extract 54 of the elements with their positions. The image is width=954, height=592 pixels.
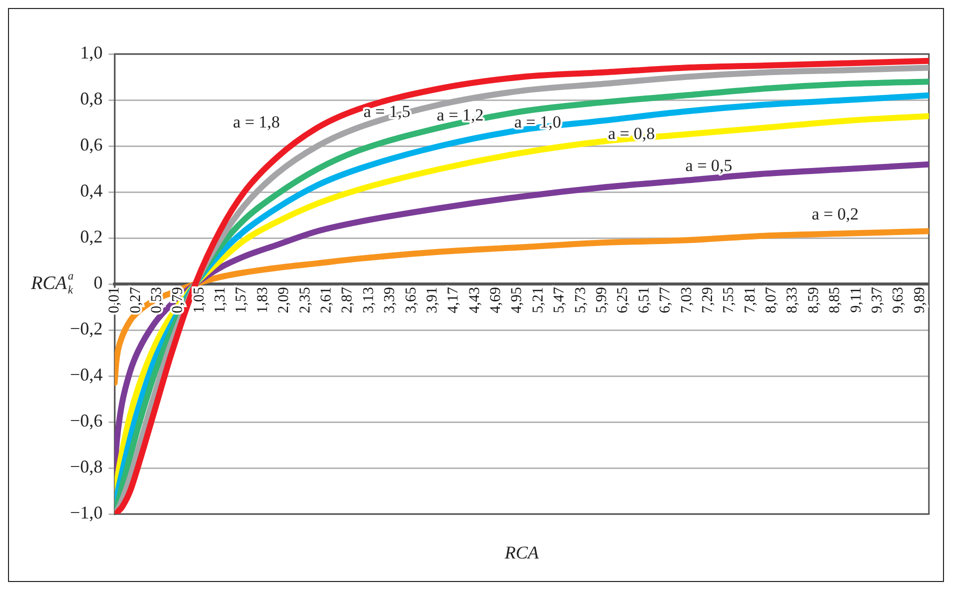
x-tick-label: 3,91 <box>424 287 440 314</box>
x-axis-title: RCA <box>504 542 540 563</box>
x-tick-label: 9,37 <box>869 286 886 314</box>
x-tick-label: 8,07 <box>764 286 780 314</box>
x-tick-label: 1,31 <box>212 287 229 314</box>
x-tick-label: 9,63 <box>890 287 907 314</box>
x-tick-label: 5,21 <box>530 287 546 314</box>
series-label: a = 0,5 <box>685 156 732 176</box>
x-tick-label: 4,43 <box>466 287 483 314</box>
x-tick-label: 1,57 <box>234 286 250 314</box>
series-label: a = 0,2 <box>812 204 859 224</box>
x-tick-label: 0,79 <box>170 287 186 314</box>
x-tick-label: 5,99 <box>594 287 610 314</box>
x-tick-label: 7,03 <box>678 287 695 314</box>
x-tick-label: 9,11 <box>848 287 864 313</box>
y-tick-label: −0,6 <box>70 410 103 431</box>
y-tick-label: 0,2 <box>80 226 103 247</box>
x-tick-label: 3,65 <box>403 287 420 314</box>
x-tick-label: 0,01 <box>106 287 123 314</box>
x-tick-label: 1,05 <box>191 287 208 314</box>
y-tick-label: 0,4 <box>80 180 103 201</box>
x-tick-label: 2,09 <box>276 287 292 314</box>
x-tick-label: 6,25 <box>615 287 632 314</box>
y-tick-label: −0,4 <box>70 364 103 385</box>
x-tick-label: 2,87 <box>340 286 356 314</box>
series-label: a = 1,8 <box>233 112 280 132</box>
x-tick-label: 2,35 <box>297 287 314 314</box>
x-tick-label: 3,39 <box>382 287 398 314</box>
y-tick-label: −0,2 <box>70 318 103 339</box>
x-tick-label: 0,53 <box>148 287 165 314</box>
x-tick-label: 4,95 <box>509 287 526 314</box>
x-tick-label: 8,33 <box>784 287 801 314</box>
x-tick-label: 6,77 <box>658 286 674 314</box>
x-tick-label: 3,13 <box>360 287 377 314</box>
y-tick-label: 0 <box>94 272 103 293</box>
x-tick-label: 2,61 <box>318 287 335 314</box>
x-tick-label: 4,69 <box>488 287 504 314</box>
x-tick-label: 8,59 <box>806 287 822 314</box>
x-tick-label: 4,17 <box>446 286 462 314</box>
x-tick-label: 6,51 <box>636 287 652 314</box>
y-tick-label: 0,8 <box>80 88 103 109</box>
y-tick-label: 1,0 <box>80 42 103 63</box>
x-tick-label: 8,85 <box>827 287 844 314</box>
x-tick-label: 9,89 <box>912 287 928 314</box>
x-tick-label: 7,81 <box>742 287 758 314</box>
y-tick-label: −0,8 <box>70 456 103 477</box>
x-tick-label: 1,83 <box>254 287 271 314</box>
x-tick-label: 5,47 <box>552 286 568 314</box>
y-tick-label: −1,0 <box>70 502 103 523</box>
x-tick-label: 7,55 <box>721 287 738 314</box>
x-tick-label: 7,29 <box>700 287 716 314</box>
y-tick-label: 0,6 <box>80 134 103 155</box>
x-tick-label: 5,73 <box>572 287 589 314</box>
x-tick-label: 0,27 <box>128 286 144 314</box>
